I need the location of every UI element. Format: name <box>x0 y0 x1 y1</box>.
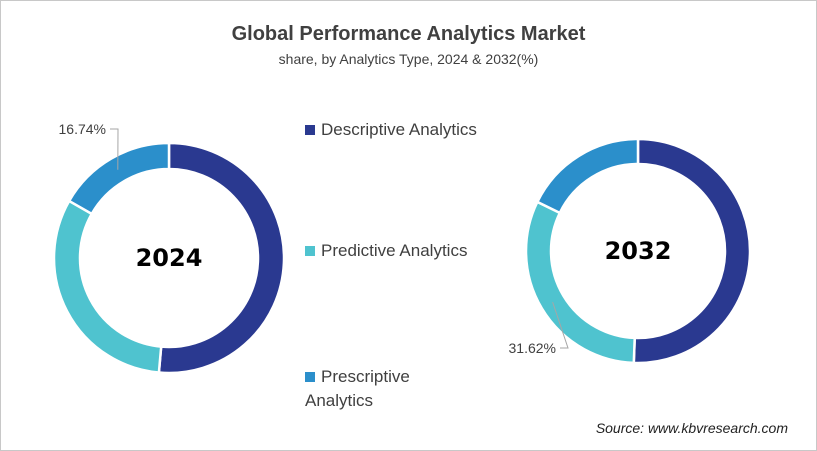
legend-item-descriptive: Descriptive Analytics <box>305 120 477 140</box>
legend-label: Predictive Analytics <box>321 241 468 260</box>
donut-segment-2024-2 <box>67 141 171 216</box>
legend-item-prescriptive: Prescriptive Analytics <box>305 365 435 413</box>
data-label: 31.62% <box>509 340 556 356</box>
legend-swatch <box>305 372 315 382</box>
donut-segment-2024-1 <box>52 199 163 374</box>
legend-label: Prescriptive Analytics <box>305 367 410 410</box>
chart-title: Global Performance Analytics Market <box>231 23 586 45</box>
legend-swatch <box>305 125 315 135</box>
donut-segment-2032-1 <box>524 200 637 365</box>
legend-item-predictive: Predictive Analytics <box>305 241 467 261</box>
source-note: Source: www.kbvresearch.com <box>595 420 788 436</box>
annotation-leader-line <box>552 301 569 349</box>
legend-label: Descriptive Analytics <box>321 120 477 139</box>
legend-swatch <box>305 246 315 256</box>
donut-center-label: 2032 <box>605 237 672 265</box>
annotation-leader-line <box>110 128 119 170</box>
chart-subtitle: share, by Analytics Type, 2024 & 2032(%) <box>278 51 539 67</box>
data-label: 16.74% <box>59 121 106 137</box>
donut-segment-2024-0 <box>157 141 286 375</box>
donut-segment-2032-2 <box>535 137 640 215</box>
donut-center-label: 2024 <box>136 244 203 272</box>
donut-segment-2032-0 <box>632 137 752 365</box>
